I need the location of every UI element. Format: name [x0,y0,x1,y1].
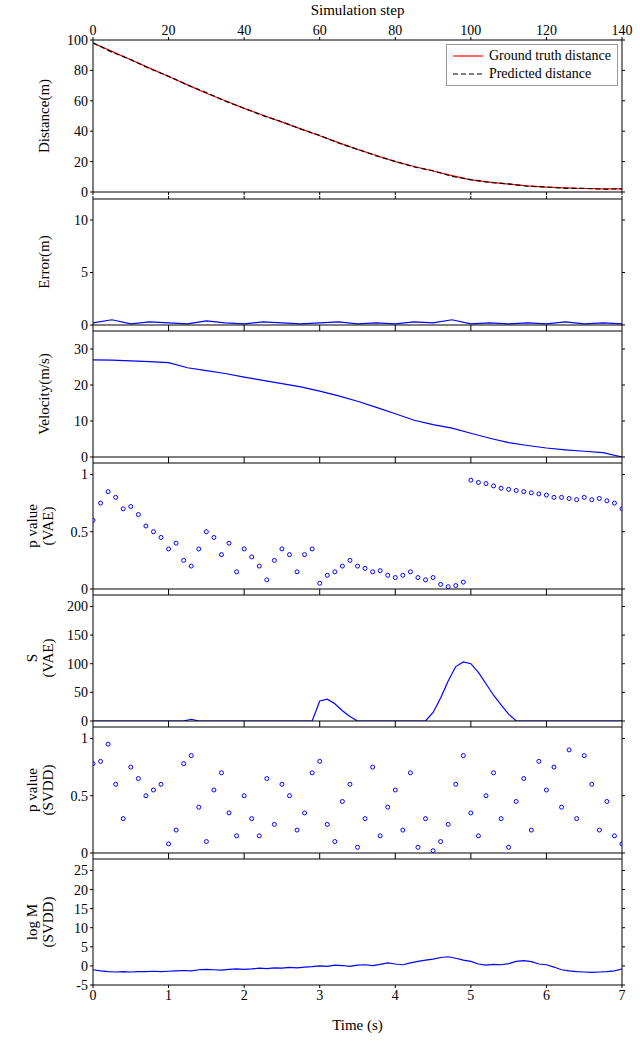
svg-text:60: 60 [74,94,88,109]
html-text:Time (s): Time (s) [332,1017,383,1033]
svg-text:5: 5 [81,265,88,280]
html-text:(SVDD): (SVDD) [40,896,56,948]
svg-text:20: 20 [74,378,88,393]
svg-text:150: 150 [67,628,88,643]
svg-text:0.5: 0.5 [71,789,89,804]
html-text:Simulation step: Simulation step [310,2,405,18]
svg-text:40: 40 [74,124,88,139]
svg-text:60: 60 [313,23,327,38]
svg-text:80: 80 [74,63,88,78]
svg-text:20: 20 [74,155,88,170]
svg-text:0: 0 [81,318,88,330]
svg-text:80: 80 [388,23,402,38]
html-text:(VAE): (VAE) [40,506,56,546]
svg-text:120: 120 [536,23,557,38]
svg-text:140: 140 [612,23,633,38]
svg-text:100: 100 [67,657,88,672]
html-text:Velocity(m/s): Velocity(m/s) [36,353,52,435]
svg-text:0: 0 [90,988,97,1003]
html-text:log M: log M [24,903,40,941]
svg-text:2: 2 [241,988,248,1003]
svg-text:5: 5 [81,940,88,955]
html-text:S: S [24,653,40,663]
svg-text:0: 0 [81,714,88,726]
html-text:p value: p value [24,768,40,812]
svg-text:0: 0 [81,846,88,858]
svg-text:40: 40 [237,23,251,38]
svg-text:7: 7 [619,988,626,1003]
svg-text:100: 100 [460,23,481,38]
html-text:Predicted distance: Predicted distance [488,66,592,81]
svg-text:-5: -5 [76,978,88,993]
svg-text:0.5: 0.5 [71,525,89,540]
svg-text:0: 0 [81,185,88,197]
svg-text:0: 0 [81,582,88,594]
svg-text:0: 0 [81,959,88,974]
svg-text:1: 1 [81,731,88,746]
svg-text:1: 1 [165,988,172,1003]
svg-text:10: 10 [74,921,88,936]
html-text:Ground truth distance: Ground truth distance [488,48,611,63]
html-text:(SVDD): (SVDD) [40,764,56,816]
svg-text:0: 0 [90,23,97,38]
svg-text:20: 20 [74,883,88,898]
svg-text:20: 20 [162,23,176,38]
svg-text:50: 50 [74,685,88,700]
svg-text:6: 6 [543,988,550,1003]
svg-text:4: 4 [392,988,399,1003]
svg-text:1: 1 [81,467,88,482]
svg-text:10: 10 [74,414,88,429]
svg-text:100: 100 [67,33,88,48]
svg-text:200: 200 [67,599,88,614]
svg-text:15: 15 [74,902,88,917]
html-text:Error(m): Error(m) [36,235,52,289]
svg-text:10: 10 [74,213,88,228]
html-text:(VAE): (VAE) [40,638,56,678]
html-text:p value: p value [24,504,40,548]
svg-text:5: 5 [467,988,474,1003]
svg-text:25: 25 [74,863,88,878]
html-text:Distance(m): Distance(m) [36,78,52,154]
svg-text:3: 3 [316,988,323,1003]
svg-text:0: 0 [81,450,88,462]
svg-text:30: 30 [74,342,88,357]
